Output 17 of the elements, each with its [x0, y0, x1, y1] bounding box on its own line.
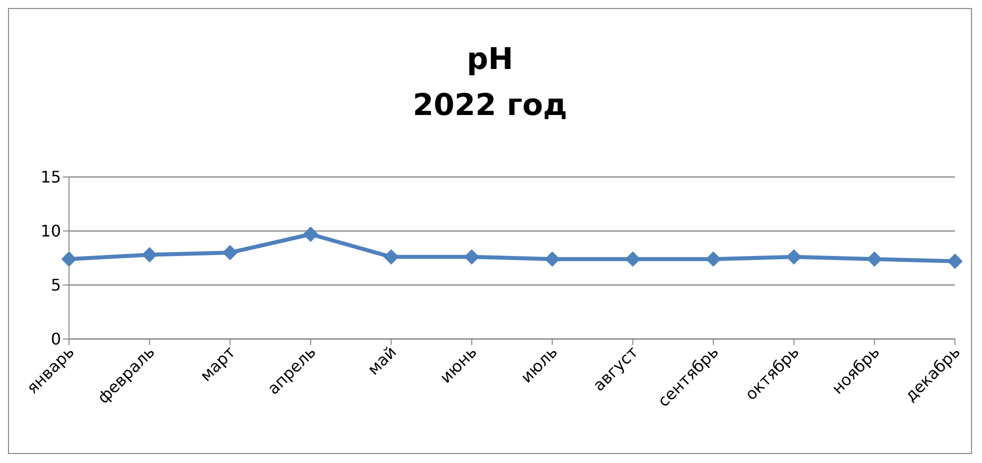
point	[303, 226, 318, 242]
point	[222, 245, 238, 260]
point	[384, 249, 399, 264]
y-tick-label: 15	[40, 168, 61, 187]
point	[706, 252, 721, 267]
chart-title: pH 2022 год	[412, 41, 568, 125]
point	[62, 252, 76, 267]
point	[948, 254, 962, 269]
y-tick-label: 0	[50, 330, 61, 349]
point	[625, 252, 640, 267]
point	[464, 249, 480, 264]
y-tick-label: 10	[40, 222, 61, 241]
point	[544, 252, 560, 267]
point	[866, 252, 882, 267]
y-tick-label: 5	[50, 276, 61, 295]
point	[142, 247, 158, 262]
point	[786, 249, 802, 264]
